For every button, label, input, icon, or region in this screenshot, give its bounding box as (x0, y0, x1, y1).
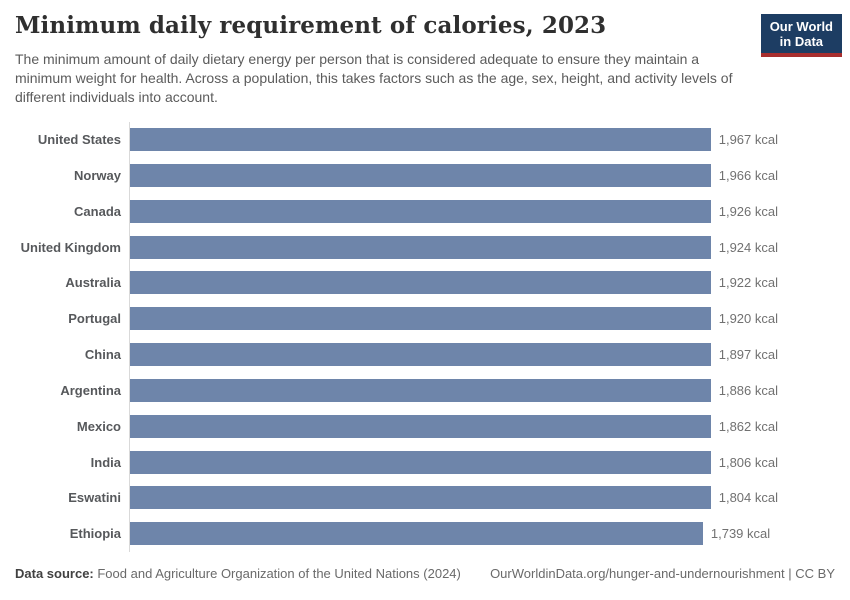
country-label: China (84, 347, 121, 363)
bar-track: 1,804 kcal (130, 486, 778, 510)
bar[interactable] (130, 199, 711, 223)
bar[interactable] (130, 486, 711, 510)
country-label: Canada (74, 203, 121, 219)
bar-track: 1,806 kcal (130, 450, 778, 474)
bar-row: Eswatini 1,804 kcal (15, 480, 842, 516)
bar[interactable] (130, 163, 711, 187)
owid-logo[interactable]: Our World in Data (760, 14, 842, 57)
value-label: 1,739 kcal (710, 526, 771, 542)
value-label: 1,967 kcal (718, 132, 778, 148)
bar-row: India 1,806 kcal (15, 444, 842, 480)
bar-track: 1,926 kcal (130, 199, 778, 223)
bar-row: Argentina 1,886 kcal (15, 373, 842, 409)
bar[interactable] (130, 378, 711, 402)
bar-chart: United States 1,967 kcal Norway 1,966 kcal C… (15, 121, 842, 552)
bar-track: 1,966 kcal (130, 163, 778, 187)
value-label: 1,926 kcal (718, 203, 778, 219)
country-label: Mexico (76, 418, 121, 434)
bar-track: 1,967 kcal (130, 128, 778, 152)
license-link[interactable]: CC BY (795, 566, 835, 581)
country-label: United States (37, 132, 121, 148)
data-source-label: Data source: (15, 566, 94, 581)
bar-track: 1,739 kcal (130, 522, 778, 546)
value-label: 1,806 kcal (718, 454, 778, 470)
bar-track: 1,886 kcal (130, 378, 778, 402)
bar[interactable] (130, 271, 711, 295)
value-label: 1,966 kcal (718, 167, 778, 183)
value-label: 1,886 kcal (718, 382, 778, 398)
chart-footer: Data source: Food and Agriculture Organi… (15, 566, 835, 581)
bar[interactable] (130, 128, 711, 152)
bar-row: Australia 1,922 kcal (15, 265, 842, 301)
value-label: 1,804 kcal (718, 490, 778, 506)
bar[interactable] (130, 450, 711, 474)
data-source: Data source: Food and Agriculture Organi… (15, 566, 461, 581)
country-label: United Kingdom (20, 239, 121, 255)
country-label: Ethiopia (69, 526, 121, 542)
footer-right: OurWorldinData.org/hunger-and-undernouri… (490, 566, 835, 581)
owid-logo-line1: Our World (769, 19, 833, 34)
owid-url-link[interactable]: OurWorldinData.org/hunger-and-undernouri… (490, 566, 785, 581)
bar-row: Norway 1,966 kcal (15, 158, 842, 194)
value-label: 1,920 kcal (718, 311, 778, 327)
value-label: 1,924 kcal (718, 239, 778, 255)
country-label: Eswatini (68, 490, 121, 506)
country-label: Norway (74, 167, 121, 183)
value-label: 1,897 kcal (718, 347, 778, 363)
y-axis-line (129, 121, 130, 552)
bar-row: Portugal 1,920 kcal (15, 301, 842, 337)
bar-rows: United States 1,967 kcal Norway 1,966 kcal C… (15, 122, 842, 552)
bar[interactable] (130, 414, 711, 438)
bar-row: Canada 1,926 kcal (15, 193, 842, 229)
value-label: 1,862 kcal (718, 418, 778, 434)
bar-track: 1,922 kcal (130, 271, 778, 295)
bar-row: United States 1,967 kcal (15, 122, 842, 158)
bar[interactable] (130, 522, 703, 546)
owid-logo-line2: in Data (779, 34, 824, 49)
bar[interactable] (130, 235, 711, 259)
bar[interactable] (130, 343, 711, 367)
country-label: Portugal (68, 311, 121, 327)
value-label: 1,922 kcal (718, 275, 778, 291)
country-label: India (90, 454, 121, 470)
bar-track: 1,897 kcal (130, 343, 778, 367)
bar-track: 1,924 kcal (130, 235, 778, 259)
header-text: Minimum daily requirement of calories, 2… (15, 12, 743, 107)
bar-row: Mexico 1,862 kcal (15, 408, 842, 444)
chart-header: Minimum daily requirement of calories, 2… (15, 12, 842, 107)
footer-separator: | (784, 566, 796, 581)
chart-subtitle: The minimum amount of daily dietary ener… (15, 50, 733, 105)
country-label: Argentina (60, 382, 121, 398)
bar-track: 1,920 kcal (130, 307, 778, 331)
data-source-text: Food and Agriculture Organization of the… (93, 566, 461, 581)
bar-row: United Kingdom 1,924 kcal (15, 229, 842, 265)
bar-track: 1,862 kcal (130, 414, 778, 438)
bar-row: China 1,897 kcal (15, 337, 842, 373)
bar-row: Ethiopia 1,739 kcal (15, 516, 842, 552)
country-label: Australia (65, 275, 121, 291)
chart-title: Minimum daily requirement of calories, 2… (15, 12, 607, 39)
bar[interactable] (130, 307, 711, 331)
